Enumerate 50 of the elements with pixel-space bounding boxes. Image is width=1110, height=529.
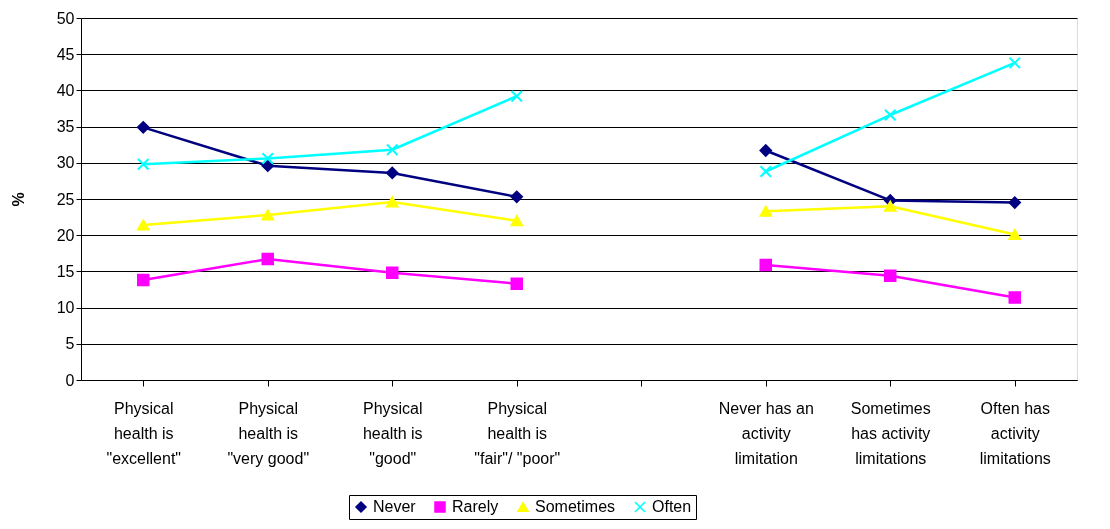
y-tick-label: 0 xyxy=(65,371,75,389)
point xyxy=(1008,291,1021,304)
y-tick-label: 40 xyxy=(56,81,75,99)
legend-label: Rarely xyxy=(452,498,499,515)
point xyxy=(137,121,150,134)
y-tick-label: 15 xyxy=(56,262,75,280)
x-tick-label: Often has activity limitations xyxy=(979,399,1051,467)
point xyxy=(884,269,897,282)
y-tick-label: 30 xyxy=(56,154,75,172)
point xyxy=(1008,56,1021,70)
point xyxy=(261,252,274,266)
point xyxy=(386,266,399,280)
y-tick-label: 25 xyxy=(56,190,75,208)
x-tick-label: Sometimes has activity limitations xyxy=(850,399,931,467)
x-tick-label: Physical health is "very good" xyxy=(227,399,310,467)
x-tick-label: Physical health is "fair"/ "poor" xyxy=(474,399,561,467)
legend-label: Often xyxy=(652,498,692,515)
point xyxy=(510,89,523,103)
y-tick-label: 45 xyxy=(56,45,75,63)
x-tick-label: Physical health is "good" xyxy=(362,399,423,467)
point xyxy=(261,152,274,165)
point xyxy=(137,273,150,287)
legend-label: Sometimes xyxy=(535,498,616,515)
point xyxy=(1008,196,1021,209)
point xyxy=(759,144,772,157)
point xyxy=(1008,228,1021,241)
point xyxy=(386,196,399,208)
point xyxy=(386,143,399,157)
point xyxy=(884,200,897,212)
y-tick-label: 35 xyxy=(56,118,75,136)
x-tick-label: Physical health is "excellent" xyxy=(106,399,182,467)
point xyxy=(137,158,150,171)
point xyxy=(386,166,399,180)
point xyxy=(261,209,274,221)
y-tick-label: 5 xyxy=(65,335,75,353)
x-tick-label: Never has an activity limitation xyxy=(718,399,814,467)
point xyxy=(759,165,772,178)
point xyxy=(510,277,523,290)
y-tick-label: 50 xyxy=(56,9,75,27)
legend-label: Never xyxy=(373,498,417,515)
point xyxy=(759,205,772,217)
point xyxy=(510,190,523,204)
y-tick-label: 20 xyxy=(56,226,75,244)
point xyxy=(510,215,523,227)
y-tick-label: 10 xyxy=(56,299,75,317)
point xyxy=(137,219,150,231)
y-axis-title: % xyxy=(9,192,27,207)
point xyxy=(759,258,772,272)
point xyxy=(884,108,897,122)
point xyxy=(261,159,274,172)
